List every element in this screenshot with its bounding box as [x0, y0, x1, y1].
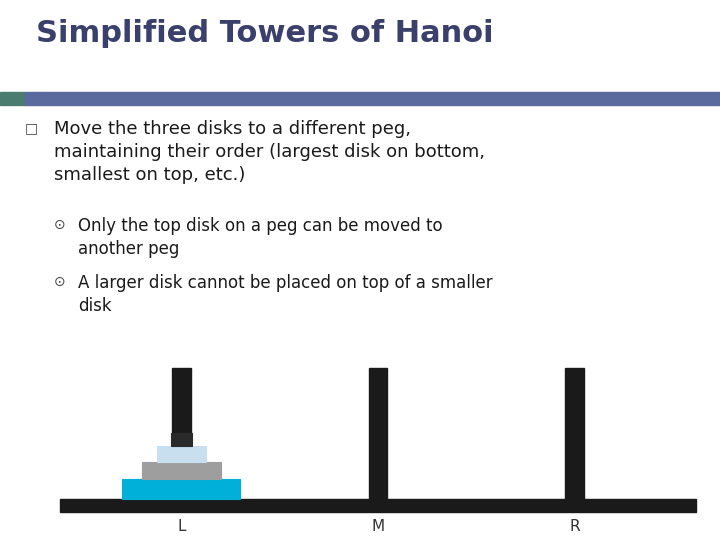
Bar	[60, 499, 696, 512]
Bar	[369, 368, 387, 499]
Bar	[565, 368, 584, 499]
Bar	[172, 368, 191, 499]
Text: A larger disk cannot be placed on top of a smaller
disk: A larger disk cannot be placed on top of…	[78, 274, 492, 315]
Text: Only the top disk on a peg can be moved to
another peg: Only the top disk on a peg can be moved …	[78, 217, 442, 258]
Text: ⊙: ⊙	[54, 218, 66, 232]
Bar	[0, 92, 25, 105]
Text: L: L	[177, 518, 186, 534]
Bar	[157, 446, 206, 462]
Text: Simplified Towers of Hanoi: Simplified Towers of Hanoi	[36, 19, 494, 48]
Bar	[171, 434, 192, 446]
Bar	[142, 462, 221, 479]
Text: M: M	[372, 518, 384, 534]
Text: □: □	[25, 122, 38, 136]
Text: R: R	[570, 518, 580, 534]
Text: ⊙: ⊙	[54, 275, 66, 289]
Text: Move the three disks to a different peg,
maintaining their order (largest disk o: Move the three disks to a different peg,…	[54, 120, 485, 184]
Bar	[122, 479, 240, 499]
Bar	[25, 92, 720, 105]
